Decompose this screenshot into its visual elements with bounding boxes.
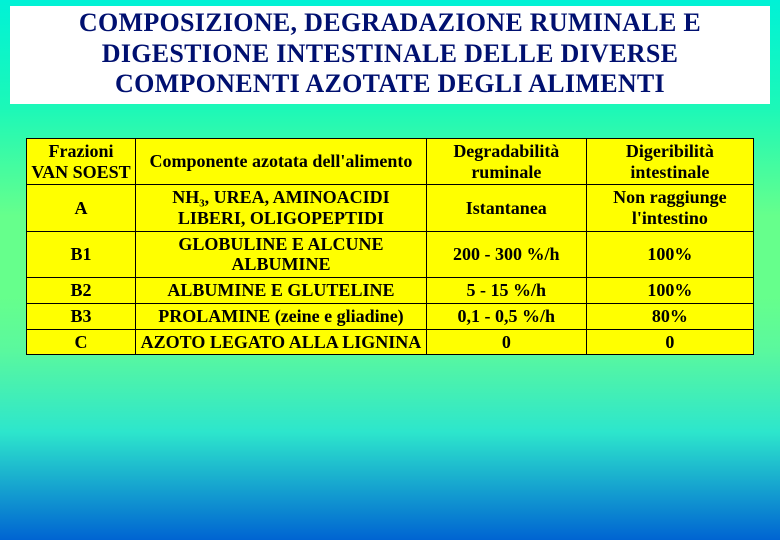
- col-header-degradabilita: Degradabilità ruminale: [426, 139, 586, 185]
- cell-digeribilita: 100%: [586, 278, 753, 304]
- cell-frazione: A: [27, 185, 136, 231]
- table-row: B2 ALBUMINE E GLUTELINE 5 - 15 %/h 100%: [27, 278, 754, 304]
- cell-componente: PROLAMINE (zeine e gliadine): [136, 303, 427, 329]
- slide-title: COMPOSIZIONE, DEGRADAZIONE RUMINALE E DI…: [10, 6, 770, 104]
- col-header-frazioni: Frazioni VAN SOEST: [27, 139, 136, 185]
- cell-digeribilita: 100%: [586, 231, 753, 277]
- cell-frazione: B2: [27, 278, 136, 304]
- cell-componente: GLOBULINE E ALCUNE ALBUMINE: [136, 231, 427, 277]
- cell-degradabilita: Istantanea: [426, 185, 586, 231]
- cell-componente: NH₃, UREA, AMINOACIDI LIBERI, OLIGOPEPTI…: [136, 185, 427, 231]
- table-row: B3 PROLAMINE (zeine e gliadine) 0,1 - 0,…: [27, 303, 754, 329]
- cell-frazione: C: [27, 329, 136, 355]
- cell-degradabilita: 0,1 - 0,5 %/h: [426, 303, 586, 329]
- col-header-componente: Componente azotata dell'alimento: [136, 139, 427, 185]
- cell-frazione: B3: [27, 303, 136, 329]
- title-line-2: DIGESTIONE INTESTINALE DELLE DIVERSE: [16, 39, 764, 70]
- nutrition-table: Frazioni VAN SOEST Componente azotata de…: [26, 138, 754, 355]
- cell-componente: AZOTO LEGATO ALLA LIGNINA: [136, 329, 427, 355]
- cell-digeribilita: 80%: [586, 303, 753, 329]
- title-line-3: COMPONENTI AZOTATE DEGLI ALIMENTI: [16, 69, 764, 100]
- cell-degradabilita: 200 - 300 %/h: [426, 231, 586, 277]
- cell-componente: ALBUMINE E GLUTELINE: [136, 278, 427, 304]
- table-row: A NH₃, UREA, AMINOACIDI LIBERI, OLIGOPEP…: [27, 185, 754, 231]
- table-header-row: Frazioni VAN SOEST Componente azotata de…: [27, 139, 754, 185]
- cell-degradabilita: 5 - 15 %/h: [426, 278, 586, 304]
- table-row: C AZOTO LEGATO ALLA LIGNINA 0 0: [27, 329, 754, 355]
- cell-frazione: B1: [27, 231, 136, 277]
- title-line-1: COMPOSIZIONE, DEGRADAZIONE RUMINALE E: [16, 8, 764, 39]
- cell-degradabilita: 0: [426, 329, 586, 355]
- table-container: Frazioni VAN SOEST Componente azotata de…: [26, 138, 754, 355]
- cell-digeribilita: 0: [586, 329, 753, 355]
- cell-digeribilita: Non raggiunge l'intestino: [586, 185, 753, 231]
- table-row: B1 GLOBULINE E ALCUNE ALBUMINE 200 - 300…: [27, 231, 754, 277]
- col-header-digeribilita: Digeribilità intestinale: [586, 139, 753, 185]
